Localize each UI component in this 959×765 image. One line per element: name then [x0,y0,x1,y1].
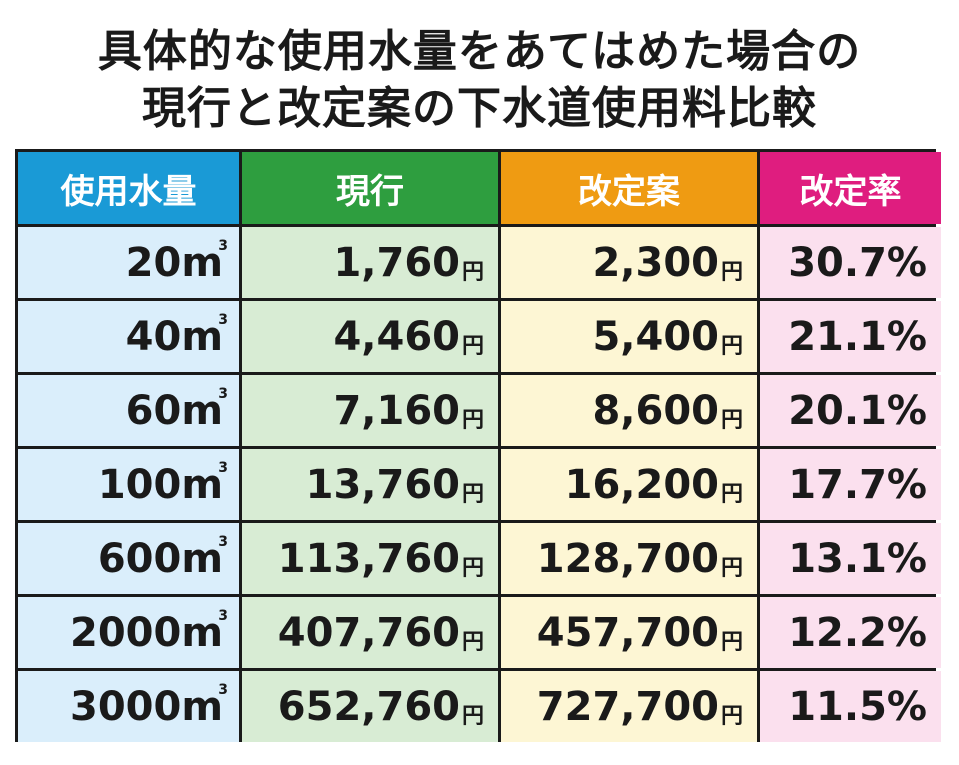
cell-current-fee-value: 652,760 [277,683,460,730]
cell-volume-value: 20 [125,239,182,286]
yen-unit: 円 [720,555,743,581]
header-volume: 使用水量 [18,152,239,224]
yen-unit: 円 [461,259,484,285]
cell-proposed-fee: 128,700 円 [501,523,757,594]
unit-m: m [181,609,223,656]
cell-proposed-fee: 2,300 円 [501,227,757,298]
unit-superscript: 3 [218,607,228,624]
cell-current-fee: 4,460 円 [242,301,498,372]
cell-volume: 2000 m 3 [18,597,239,668]
cell-proposed-fee: 16,200 円 [501,449,757,520]
cell-volume-value: 60 [125,387,182,434]
cell-revision-rate-value: 20.1% [788,387,927,434]
cell-volume: 600 m 3 [18,523,239,594]
cell-proposed-fee: 5,400 円 [501,301,757,372]
unit-superscript: 3 [218,237,228,254]
unit-superscript: 3 [218,459,228,476]
cell-current-fee-value: 113,760 [277,535,460,582]
yen-unit: 円 [720,259,743,285]
cell-current-fee: 13,760 円 [242,449,498,520]
cell-current-fee-value: 1,760 [333,239,460,286]
cell-volume-value: 100 [97,461,182,508]
cell-proposed-fee-value: 5,400 [592,313,719,360]
yen-unit: 円 [461,333,484,359]
cell-proposed-fee: 8,600 円 [501,375,757,446]
unit-m: m [181,535,223,582]
cell-current-fee: 7,160 円 [242,375,498,446]
unit-m: m [181,313,223,360]
unit-superscript: 3 [218,681,228,698]
cell-revision-rate: 13.1% [760,523,941,594]
cell-proposed-fee-value: 727,700 [536,683,719,730]
cell-revision-rate-value: 21.1% [788,313,927,360]
cell-revision-rate: 11.5% [760,671,941,742]
unit-m: m [181,239,223,286]
unit-m: m [181,387,223,434]
cell-proposed-fee-value: 2,300 [592,239,719,286]
cell-volume: 3000 m 3 [18,671,239,742]
yen-unit: 円 [461,407,484,433]
cell-revision-rate: 30.7% [760,227,941,298]
cell-proposed-fee-value: 457,700 [536,609,719,656]
header-current: 現行 [242,152,498,224]
cell-volume: 20 m 3 [18,227,239,298]
yen-unit: 円 [720,333,743,359]
yen-unit: 円 [461,703,484,729]
cell-proposed-fee: 727,700 円 [501,671,757,742]
unit-m: m [181,683,223,730]
yen-unit: 円 [720,629,743,655]
cell-current-fee: 652,760 円 [242,671,498,742]
chart-title-line-2: 現行と改定案の下水道使用料比較 [142,83,817,134]
cell-volume: 40 m 3 [18,301,239,372]
cell-current-fee-value: 7,160 [333,387,460,434]
cell-current-fee: 113,760 円 [242,523,498,594]
unit-superscript: 3 [218,385,228,402]
cell-proposed-fee: 457,700 円 [501,597,757,668]
cell-revision-rate: 12.2% [760,597,941,668]
cell-volume: 100 m 3 [18,449,239,520]
comparison-table: 使用水量 現行 改定案 改定率 20 m 3 1,760 円 2,300 円 30.7% 40 m… [15,149,941,742]
yen-unit: 円 [720,703,743,729]
cell-revision-rate-value: 11.5% [788,683,927,730]
cell-volume-value: 40 [125,313,182,360]
cell-proposed-fee-value: 8,600 [592,387,719,434]
cell-current-fee: 1,760 円 [242,227,498,298]
yen-unit: 円 [720,481,743,507]
header-rate: 改定率 [760,152,941,224]
unit-superscript: 3 [218,311,228,328]
yen-unit: 円 [461,481,484,507]
cell-revision-rate: 17.7% [760,449,941,520]
cell-current-fee-value: 407,760 [277,609,460,656]
cell-revision-rate-value: 13.1% [788,535,927,582]
yen-unit: 円 [461,555,484,581]
unit-superscript: 3 [218,533,228,550]
cell-revision-rate: 21.1% [760,301,941,372]
yen-unit: 円 [461,629,484,655]
cell-proposed-fee-value: 16,200 [564,461,719,508]
yen-unit: 円 [720,407,743,433]
cell-current-fee-value: 4,460 [333,313,460,360]
cell-revision-rate-value: 30.7% [788,239,927,286]
cell-volume-value: 600 [97,535,182,582]
unit-m: m [181,461,223,508]
cell-volume-value: 3000 [69,683,182,730]
chart-title-line-1: 具体的な使用水量をあてはめた場合の [97,26,862,77]
cell-revision-rate: 20.1% [760,375,941,446]
cell-current-fee: 407,760 円 [242,597,498,668]
cell-current-fee-value: 13,760 [305,461,460,508]
cell-revision-rate-value: 12.2% [788,609,927,656]
cell-volume: 60 m 3 [18,375,239,446]
header-proposed: 改定案 [501,152,757,224]
cell-volume-value: 2000 [69,609,182,656]
cell-revision-rate-value: 17.7% [788,461,927,508]
cell-proposed-fee-value: 128,700 [536,535,719,582]
